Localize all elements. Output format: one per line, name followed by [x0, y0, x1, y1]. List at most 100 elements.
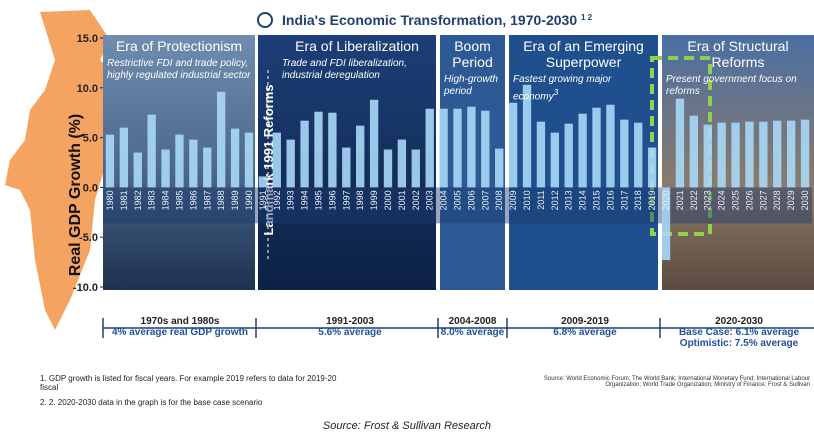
x-tick-label: 1993 [286, 190, 296, 210]
bar [495, 149, 503, 188]
title-text: India's Economic Transformation, 1970-20… [282, 12, 577, 28]
bar [287, 140, 295, 188]
bar [203, 148, 211, 188]
y-tick-label: 0.0 [83, 182, 98, 194]
era: Era of Structural ReformsPresent governm… [662, 38, 814, 98]
y-tick-label: -5.0 [79, 232, 98, 244]
bar [467, 107, 475, 188]
period: 2004-20088.0% average [440, 316, 505, 338]
x-tick-label: 2013 [564, 190, 574, 210]
y-tick-label: -10.0 [73, 282, 98, 294]
x-tick-label: 1985 [174, 190, 184, 210]
x-tick-label: 2017 [619, 190, 629, 210]
x-tick-label: 2008 [494, 190, 504, 210]
bar [551, 133, 559, 188]
bar [676, 99, 684, 188]
x-tick-label: 1997 [341, 190, 351, 210]
bar [134, 153, 142, 188]
x-tick-label: 2005 [453, 190, 463, 210]
bar [801, 120, 809, 188]
x-tick-label: 1994 [300, 190, 310, 210]
x-tick-label: 2014 [578, 190, 588, 210]
bar [704, 125, 712, 188]
y-tick-label: 5.0 [83, 133, 98, 145]
x-tick-label: 2030 [800, 190, 810, 210]
x-tick-label: 1995 [313, 190, 323, 210]
bar [398, 140, 406, 188]
x-tick-label: 2020 [661, 190, 671, 210]
x-tick-label: 2009 [508, 190, 518, 210]
x-tick-label: 1980 [105, 190, 115, 210]
bar [690, 116, 698, 188]
y-tick-label: 10.0 [77, 83, 98, 95]
bar [147, 115, 155, 188]
bar [370, 100, 378, 188]
chart-title: India's Economic Transformation, 1970-20… [282, 12, 593, 28]
x-tick-label: 2004 [439, 190, 449, 210]
infographic: India's Economic Transformation, 1970-20… [0, 0, 814, 434]
period-label: 2004-2008 [440, 316, 505, 327]
x-tick-label: 2015 [592, 190, 602, 210]
bar [245, 133, 253, 188]
period-average: Base Case: 6.1% average [664, 327, 814, 338]
caption: Source: Frost & Sullivan Research [0, 420, 814, 432]
bar [578, 114, 586, 188]
bar [634, 123, 642, 188]
bar [342, 148, 350, 188]
bar [175, 135, 183, 188]
era-title: Era of Protectionism [103, 38, 255, 54]
bar [328, 113, 336, 188]
bar [217, 92, 225, 188]
x-tick-label: 2019 [647, 190, 657, 210]
period-average: 5.6% average [290, 327, 410, 338]
bar [620, 120, 628, 188]
era-description: Trade and FDI liberalization, industrial… [278, 58, 436, 82]
bar [120, 128, 128, 188]
x-tick-label: 1990 [244, 190, 254, 210]
period-average: 6.8% average [530, 327, 640, 338]
bar [773, 121, 781, 188]
period-average: Optimistic: 7.5% average [664, 338, 814, 349]
bar [537, 122, 545, 188]
bar [189, 140, 197, 188]
period-label: 1970s and 1980s [110, 316, 250, 327]
x-tick-label: 2016 [605, 190, 615, 210]
bar [439, 109, 447, 188]
bar [648, 148, 656, 188]
x-tick-label: 1999 [369, 190, 379, 210]
x-tick-label: 1992 [272, 190, 282, 210]
x-tick-label: 1998 [355, 190, 365, 210]
sources: Source: World Economic Forum; The World … [520, 376, 810, 388]
bar [745, 122, 753, 188]
period-average: 4% average real GDP growth [110, 327, 250, 338]
era: Era of Protectionism Restrictive FDI and … [103, 38, 255, 82]
x-tick-label: 1982 [133, 190, 143, 210]
period-label: 1991-2003 [290, 316, 410, 327]
bar [259, 176, 267, 187]
globe-icon [258, 13, 272, 27]
period-label: 2009-2019 [530, 316, 640, 327]
bar [161, 150, 169, 188]
x-tick-label: 2007 [480, 190, 490, 210]
x-tick-label: 2028 [772, 190, 782, 210]
bar [481, 111, 489, 188]
x-tick-label: 2011 [536, 190, 546, 209]
x-tick-label: 2025 [731, 190, 741, 210]
description-text: Fastest growing major economy [513, 74, 611, 102]
era-description: Restrictive FDI and trade policy, highly… [103, 58, 255, 82]
bar [731, 123, 739, 188]
era-title: Era of an Emerging Superpower [509, 38, 658, 70]
bar [787, 121, 795, 188]
bar [231, 129, 239, 188]
x-tick-label: 1983 [147, 190, 157, 210]
era-title: Era of Structural Reforms [662, 38, 814, 70]
x-tick-label: 2021 [675, 190, 685, 210]
x-tick-label: 2012 [550, 190, 560, 210]
x-tick-label: 2023 [703, 190, 713, 210]
x-tick-label: 1981 [119, 190, 129, 210]
bar [565, 124, 573, 188]
x-tick-label: 2006 [466, 190, 476, 210]
